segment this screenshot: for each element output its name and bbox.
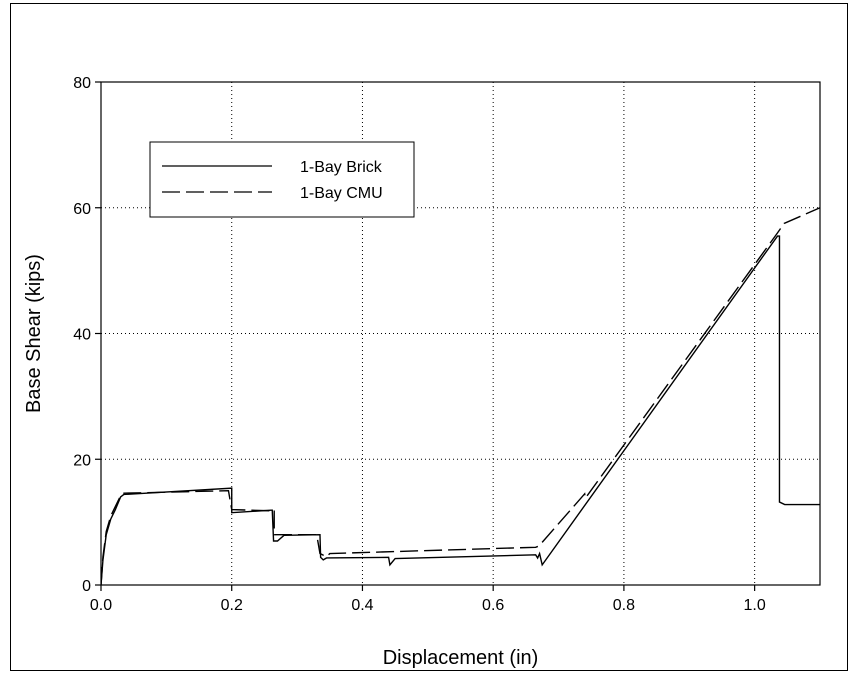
x-tick-label: 0.6 [482, 597, 504, 614]
series-line-cmu [101, 207, 820, 585]
y-tick-label: 20 [73, 452, 91, 469]
x-tick-label: 0.2 [221, 597, 243, 614]
legend-box [149, 141, 415, 218]
y-tick-label: 60 [73, 201, 91, 218]
legend: 1-Bay Brick 1-Bay CMU [149, 141, 415, 218]
x-axis-title: Displacement (in) [383, 647, 539, 669]
axis-ticks: 0.0 0.2 0.4 0.6 0.8 1.0 0 20 40 60 80 [73, 75, 766, 614]
legend-label: 1-Bay Brick [300, 159, 383, 176]
series-lines [101, 207, 820, 585]
y-tick-label: 0 [82, 578, 91, 595]
y-tick-label: 40 [73, 327, 91, 344]
x-tick-label: 0.8 [613, 597, 635, 614]
x-tick-label: 1.0 [744, 597, 766, 614]
legend-label: 1-Bay CMU [300, 185, 383, 202]
y-tick-label: 80 [73, 75, 91, 92]
x-tick-label: 0.4 [351, 597, 373, 614]
chart-frame [10, 3, 848, 671]
y-axis-title: Base Shear (kips) [23, 254, 45, 413]
x-tick-label: 0.0 [90, 597, 112, 614]
